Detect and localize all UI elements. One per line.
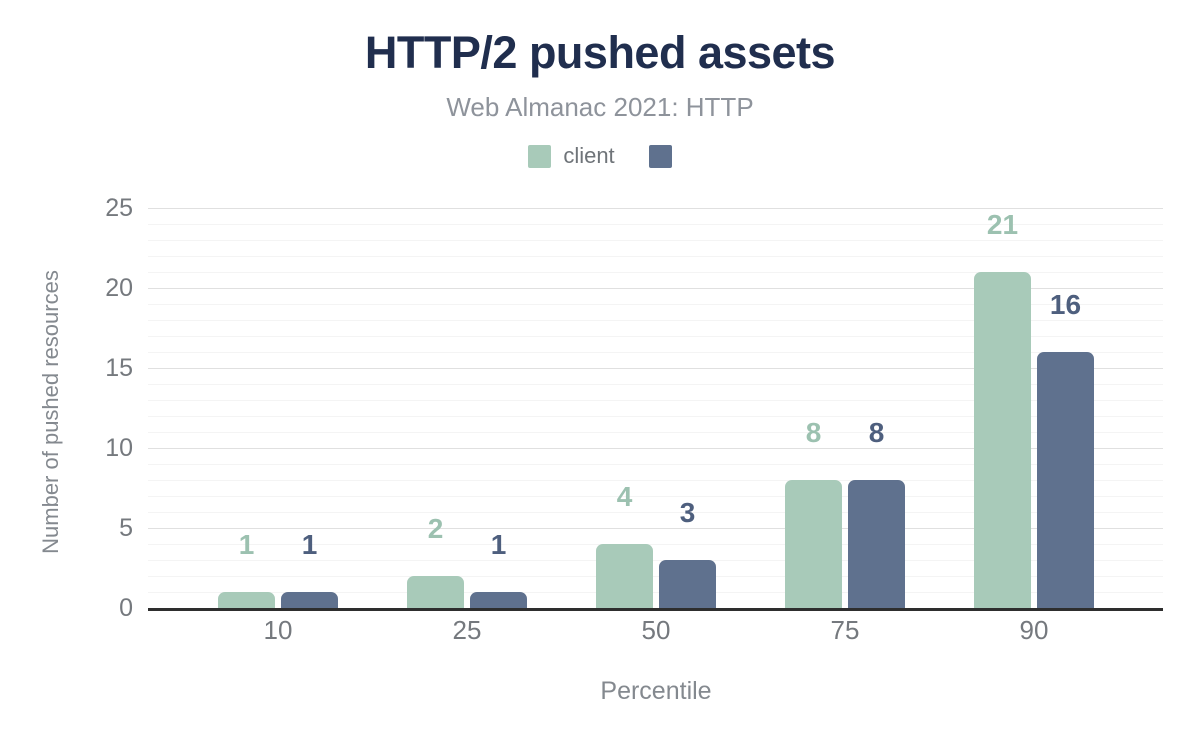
minor-gridline	[148, 384, 1163, 385]
y-tick-label: 20	[105, 274, 133, 302]
bar-series2-p50[interactable]	[659, 560, 716, 608]
minor-gridline	[148, 496, 1163, 497]
minor-gridline	[148, 224, 1163, 225]
bar-series2-p90[interactable]	[1037, 352, 1094, 608]
y-axis-title: Number of pushed resources	[38, 270, 63, 554]
x-tick-label: 50	[641, 615, 671, 645]
minor-gridline	[148, 352, 1163, 353]
minor-gridline	[148, 576, 1163, 577]
chart-legend: client	[0, 143, 1200, 169]
y-tick-label: 0	[119, 594, 133, 622]
value-label-client-p90: 21	[986, 209, 1019, 240]
value-label-client-p50: 4	[616, 481, 633, 512]
major-gridline	[148, 368, 1163, 369]
minor-gridline	[148, 464, 1163, 465]
chart-title: HTTP/2 pushed assets	[364, 27, 836, 78]
minor-gridline	[148, 272, 1163, 273]
x-tick-label: 10	[263, 615, 293, 645]
minor-gridline	[148, 432, 1163, 433]
minor-gridline	[148, 400, 1163, 401]
bar-client-p25[interactable]	[407, 576, 464, 608]
bar-client-p90[interactable]	[974, 272, 1031, 608]
y-tick-label: 10	[105, 434, 133, 462]
x-tick-label: 90	[1019, 615, 1049, 645]
legend-label-client: client	[563, 143, 615, 168]
minor-gridline	[148, 560, 1163, 561]
bar-series2-p75[interactable]	[848, 480, 905, 608]
minor-gridline	[148, 240, 1163, 241]
y-tick-label: 25	[105, 194, 133, 222]
minor-gridline	[148, 512, 1163, 513]
value-label-series2-p10: 1	[301, 529, 318, 560]
bar-series2-p10[interactable]	[281, 592, 338, 608]
x-axis-line	[148, 608, 1163, 611]
value-label-series2-p50: 3	[679, 497, 696, 528]
legend-swatch-series2	[648, 144, 672, 168]
minor-gridline	[148, 416, 1163, 417]
value-label-client-p25: 2	[427, 513, 444, 544]
value-label-series2-p75: 8	[868, 417, 885, 448]
bar-client-p50[interactable]	[596, 544, 653, 608]
minor-gridline	[148, 320, 1163, 321]
x-tick-label: 75	[830, 615, 860, 645]
legend-item-series2	[648, 144, 672, 168]
y-tick-label: 15	[105, 354, 133, 382]
value-label-client-p75: 8	[805, 417, 822, 448]
chart-subtitle: Web Almanac 2021: HTTP	[446, 92, 754, 122]
minor-gridline	[148, 336, 1163, 337]
value-label-client-p10: 1	[238, 529, 255, 560]
major-gridline	[148, 288, 1163, 289]
major-gridline	[148, 448, 1163, 449]
major-gridline	[148, 208, 1163, 209]
major-gridline	[148, 528, 1163, 529]
bar-client-p10[interactable]	[218, 592, 275, 608]
minor-gridline	[148, 480, 1163, 481]
value-label-series2-p25: 1	[490, 529, 507, 560]
minor-gridline	[148, 592, 1163, 593]
minor-gridline	[148, 256, 1163, 257]
bar-client-p75[interactable]	[785, 480, 842, 608]
legend-item-client: client	[528, 143, 615, 168]
bar-series2-p25[interactable]	[470, 592, 527, 608]
legend-swatch-client	[528, 144, 552, 168]
x-axis-title: Percentile	[600, 677, 712, 705]
value-label-series2-p90: 16	[1049, 289, 1082, 320]
x-tick-label: 25	[452, 615, 482, 645]
y-tick-label: 5	[119, 514, 133, 542]
minor-gridline	[148, 304, 1163, 305]
minor-gridline	[148, 544, 1163, 545]
